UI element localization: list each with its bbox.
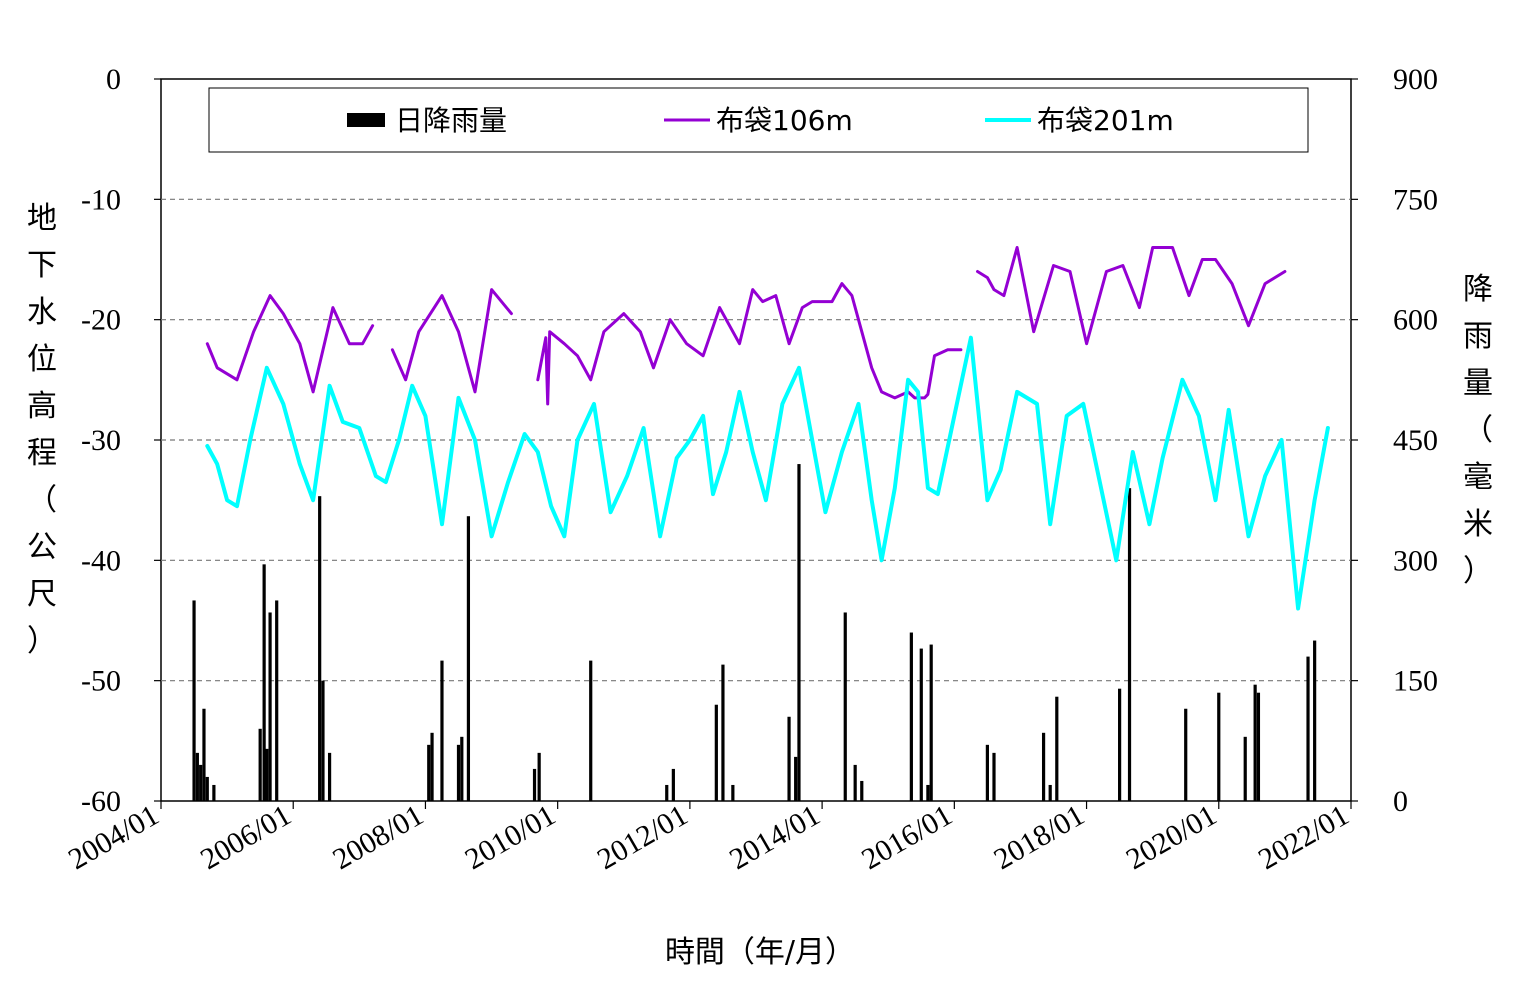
rain-bar (202, 708, 206, 801)
rain-bar (440, 660, 444, 801)
rain-bar (787, 716, 791, 801)
y-tick-label-left: -10 (81, 183, 121, 216)
rain-bar (929, 644, 933, 801)
rain-bar (430, 732, 434, 801)
rain-bar (1253, 684, 1257, 801)
y-tick-label-left: 0 (106, 63, 121, 96)
x-tick-label: 2018/01 (988, 798, 1090, 876)
legend-box (208, 87, 1309, 153)
y-tick-label-right: 600 (1393, 304, 1438, 337)
y-tick-label-left: -30 (81, 424, 121, 457)
rain-bar (853, 764, 857, 801)
rain-bar (843, 612, 847, 801)
rain-bar (466, 516, 471, 801)
y-tick-label-left: -50 (81, 665, 121, 698)
series-lines (205, 246, 1330, 611)
x-tick-label: 2010/01 (459, 798, 561, 876)
x-axis-label: 時間（年/月） (665, 935, 855, 970)
rain-bar (794, 756, 798, 801)
legend-swatch-rain (347, 113, 385, 127)
legend-label-106: 布袋106m (716, 104, 853, 137)
rain-bar (192, 600, 196, 801)
rain-bar (262, 564, 266, 801)
rain-bar (321, 680, 325, 801)
y-tick-label-left: -60 (81, 785, 121, 818)
x-tick-label: 2016/01 (856, 798, 958, 876)
rain-bar (1217, 692, 1221, 801)
rain-bar (205, 776, 209, 801)
rain-bars (192, 464, 1317, 801)
rain-bar (456, 744, 461, 801)
rain-bar (909, 632, 913, 801)
y-axis-label-right: 降雨量（毫米） (1463, 272, 1493, 589)
rain-bar (731, 784, 735, 801)
rain-bar (1048, 784, 1052, 801)
y-tick-label-right: 450 (1393, 424, 1438, 457)
rain-bar (589, 660, 593, 801)
rain-bar (212, 784, 216, 801)
rain-bar (1184, 708, 1188, 801)
x-tick-label: 2006/01 (195, 798, 297, 876)
legend-label-rain: 日降雨量 (395, 104, 507, 137)
rain-bar (460, 736, 464, 801)
x-tick-label: 2014/01 (724, 798, 826, 876)
rain-bar (926, 784, 930, 801)
rain-bar (985, 744, 989, 801)
rain-bar (1118, 688, 1122, 801)
series-line-201m-line (205, 335, 1330, 611)
legend: 日降雨量 布袋106m 布袋201m (208, 87, 1309, 153)
rain-bar (919, 648, 923, 801)
y-tick-label-left: -40 (81, 544, 121, 577)
rain-bar (860, 780, 864, 801)
y-tick-label-right: 150 (1393, 665, 1438, 698)
x-tick-label: 2020/01 (1121, 798, 1223, 876)
y-tick-label-right: 900 (1393, 63, 1438, 96)
y-tick-label-right: 0 (1393, 785, 1408, 818)
x-tick-label: 2012/01 (592, 798, 694, 876)
rain-bar (537, 752, 541, 801)
rain-bar (1313, 640, 1317, 801)
rain-bar (1306, 656, 1310, 801)
rain-bar (258, 728, 262, 801)
rain-bar (199, 764, 203, 801)
rain-bar (195, 752, 199, 801)
y-tick-label-right: 300 (1393, 544, 1438, 577)
y-tick-label-right: 750 (1393, 183, 1438, 216)
rain-bar (427, 744, 431, 801)
series-line-106m-line (205, 246, 1287, 406)
rain-bar (1127, 488, 1132, 801)
rain-bar (268, 612, 272, 801)
rain-bar (1055, 696, 1059, 801)
rain-bar (1256, 692, 1261, 801)
rain-bar (671, 768, 675, 801)
rain-bar (797, 464, 801, 801)
rain-bar (1243, 736, 1247, 801)
x-tick-label: 2022/01 (1253, 798, 1355, 876)
rain-bar (714, 704, 718, 801)
rain-bar (1041, 732, 1046, 801)
rain-bar (992, 752, 996, 801)
rain-bar (275, 600, 279, 801)
rain-bar (265, 748, 269, 801)
rain-bar (327, 752, 332, 801)
grid-lines (161, 198, 1351, 682)
rain-bar (665, 784, 669, 801)
rain-bar (721, 664, 725, 801)
rain-bar (318, 496, 322, 801)
y-tick-label-left: -20 (81, 304, 121, 337)
x-tick-label: 2008/01 (327, 798, 429, 876)
legend-label-201: 布袋201m (1037, 104, 1174, 137)
y-axis-label-left: 地下水位高程（公尺） (27, 201, 57, 659)
rain-bar (532, 768, 537, 801)
